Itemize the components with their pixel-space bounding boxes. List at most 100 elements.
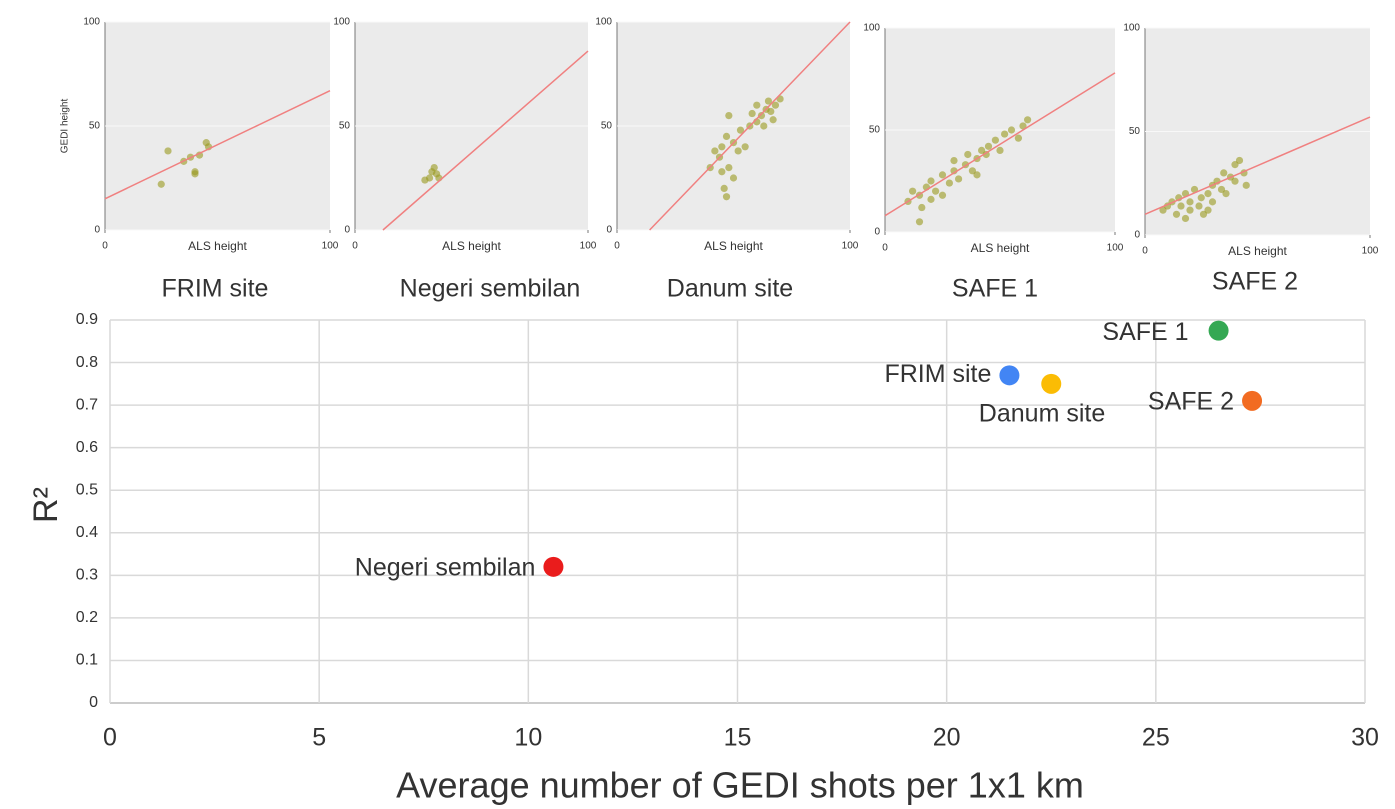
point — [764, 97, 773, 105]
point — [718, 168, 726, 176]
chart-title: SAFE 1 — [952, 275, 1038, 303]
point-label: SAFE 1 — [1102, 318, 1188, 346]
trend-line — [382, 50, 589, 231]
point — [945, 179, 954, 187]
x-tick-label: 100 — [1362, 246, 1379, 257]
point — [1014, 134, 1023, 142]
point — [1208, 320, 1229, 341]
point — [741, 143, 749, 151]
x-tick-label: 100 — [580, 241, 597, 252]
x-tick-label: 25 — [1142, 724, 1170, 752]
trend-line — [104, 89, 331, 200]
x-tick-label: 15 — [724, 724, 752, 752]
y-tick-label: 0 — [94, 225, 100, 236]
x-tick-label: 0 — [352, 241, 358, 252]
point — [984, 142, 993, 150]
y-axis-label: R² — [27, 487, 65, 523]
point — [1001, 130, 1009, 138]
point — [927, 195, 935, 203]
chart-title: FRIM site — [162, 275, 269, 303]
y-tick-label: 0 — [874, 227, 880, 238]
point — [736, 126, 745, 134]
y-tick-label: 100 — [333, 17, 350, 28]
x-tick-label: 0 — [614, 241, 620, 252]
point-label: SAFE 2 — [1148, 387, 1234, 415]
y-tick-label: 0.4 — [76, 524, 98, 541]
point — [753, 101, 761, 109]
y-tick-label: 50 — [601, 121, 613, 132]
point — [1190, 185, 1199, 194]
point-label: Negeri sembilan — [355, 553, 536, 581]
y-tick-label: 100 — [595, 17, 612, 28]
point — [973, 171, 981, 179]
y-tick-label: 0.7 — [76, 396, 98, 413]
point — [157, 180, 165, 188]
point — [164, 147, 172, 155]
x-axis-label: ALS height — [1228, 244, 1287, 258]
point — [996, 146, 1004, 154]
x-axis-label: ALS height — [971, 241, 1030, 255]
point — [1019, 122, 1027, 130]
trend-line — [649, 21, 851, 231]
y-tick-label: 0 — [89, 694, 98, 711]
point-label: Danum site — [979, 399, 1105, 427]
y-tick-label: 0.6 — [76, 439, 98, 456]
y-tick-label: 100 — [863, 23, 880, 34]
point — [725, 112, 733, 120]
x-axis-label: Average number of GEDI shots per 1x1 km — [396, 765, 1084, 806]
y-tick-label: 50 — [89, 121, 101, 132]
y-tick-label: 0.2 — [76, 609, 98, 626]
y-tick-label: 50 — [339, 121, 351, 132]
x-axis-label: ALS height — [704, 239, 763, 253]
y-axis-label: GEDI height — [60, 99, 71, 154]
point — [1242, 181, 1250, 189]
point — [720, 184, 728, 192]
trend-line — [1144, 116, 1371, 215]
point — [757, 112, 766, 120]
x-axis-label: ALS height — [442, 239, 501, 253]
y-tick-label: 0.9 — [76, 311, 98, 328]
point — [915, 218, 924, 226]
chart-title: Danum site — [667, 275, 793, 303]
point — [760, 122, 768, 130]
x-tick-label: 30 — [1351, 724, 1379, 752]
x-tick-label: 100 — [1107, 243, 1124, 254]
point — [769, 116, 777, 124]
y-tick-label: 100 — [1123, 23, 1140, 34]
point — [425, 174, 434, 182]
x-tick-label: 0 — [1142, 246, 1148, 257]
point — [968, 167, 977, 175]
point — [767, 107, 775, 116]
chart-title: Negeri sembilan — [400, 275, 581, 303]
point — [1007, 126, 1016, 134]
y-tick-label: 0 — [344, 225, 350, 236]
point — [955, 175, 963, 183]
point — [1197, 194, 1205, 202]
point — [909, 187, 917, 195]
point — [1204, 206, 1212, 214]
point — [1220, 169, 1228, 177]
point-label: FRIM site — [884, 360, 991, 388]
point — [1181, 214, 1190, 223]
point — [718, 143, 726, 151]
x-tick-label: 0 — [102, 241, 108, 252]
x-tick-label: 20 — [933, 724, 961, 752]
point — [991, 136, 1000, 144]
y-tick-label: 50 — [1129, 126, 1141, 137]
point — [725, 164, 733, 172]
x-tick-label: 100 — [322, 241, 339, 252]
point — [711, 147, 719, 155]
point — [1222, 190, 1230, 198]
point — [1208, 198, 1217, 206]
point — [748, 109, 756, 118]
x-tick-label: 5 — [312, 724, 326, 752]
point — [1235, 156, 1244, 165]
point — [722, 132, 731, 140]
y-tick-label: 50 — [869, 125, 881, 136]
point — [999, 365, 1020, 386]
point — [1172, 210, 1181, 218]
y-tick-label: 0 — [606, 225, 612, 236]
x-tick-label: 10 — [514, 724, 542, 752]
point — [1186, 206, 1194, 214]
point — [938, 191, 947, 199]
